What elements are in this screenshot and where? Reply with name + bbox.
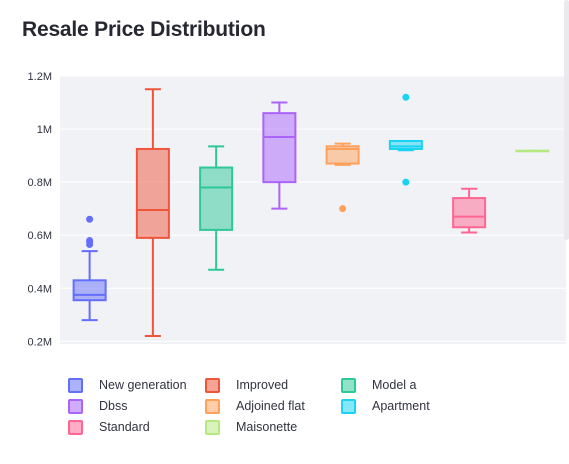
outlier-point[interactable] bbox=[402, 93, 410, 101]
box-series[interactable] bbox=[72, 88, 550, 338]
legend-swatch bbox=[205, 377, 220, 393]
legend-item[interactable]: Improved bbox=[205, 376, 341, 394]
legend-label: Standard bbox=[99, 420, 150, 434]
iqr-box[interactable] bbox=[199, 166, 234, 231]
box-maisonette[interactable] bbox=[515, 149, 550, 153]
legend-item[interactable]: Adjoined flat bbox=[205, 397, 341, 415]
legend-item[interactable]: Dbss bbox=[68, 397, 205, 415]
box-apartment[interactable] bbox=[388, 93, 423, 186]
legend-label: Maisonette bbox=[236, 420, 298, 434]
box-standard[interactable] bbox=[452, 187, 487, 234]
box-adjoined-flat[interactable] bbox=[325, 142, 360, 213]
outlier-point[interactable] bbox=[339, 205, 347, 213]
legend-swatch bbox=[68, 398, 83, 414]
legend-item[interactable]: Apartment bbox=[341, 397, 461, 415]
legend-item[interactable]: New generation bbox=[68, 376, 205, 394]
legend-item[interactable]: Maisonette bbox=[205, 418, 341, 436]
y-tick-label: 0.6M bbox=[28, 230, 52, 242]
legend-label: Apartment bbox=[372, 399, 430, 413]
box-improved[interactable] bbox=[135, 88, 170, 338]
y-tick-label: 0.4M bbox=[28, 283, 52, 295]
iqr-box[interactable] bbox=[72, 279, 107, 302]
iqr-box[interactable] bbox=[262, 112, 297, 184]
legend-item[interactable]: Model a bbox=[341, 376, 461, 394]
y-tick-label: 0.2M bbox=[28, 336, 52, 348]
legend-label: Model a bbox=[372, 378, 417, 392]
legend-label: Improved bbox=[236, 378, 289, 392]
legend-label: Adjoined flat bbox=[236, 399, 305, 413]
y-axis: 0.2M 0.4M 0.6M 0.8M 1M 1.2M bbox=[28, 71, 52, 348]
scrollbar[interactable] bbox=[564, 0, 569, 240]
outlier-point[interactable] bbox=[402, 178, 410, 186]
outlier-point[interactable] bbox=[86, 215, 94, 223]
box-plot[interactable]: 0.2M 0.4M 0.6M 0.8M 1M 1.2M bbox=[0, 60, 569, 350]
iqr-box[interactable] bbox=[452, 197, 487, 229]
legend-label: Dbss bbox=[99, 399, 128, 413]
legend-item[interactable]: Standard bbox=[68, 418, 205, 436]
y-tick-label: 1M bbox=[37, 124, 52, 136]
legend-swatch bbox=[68, 419, 83, 435]
legend[interactable]: New generation Improved Model a Dbss Adjoine… bbox=[68, 376, 461, 436]
legend-swatch bbox=[341, 398, 356, 414]
legend-swatch bbox=[205, 398, 220, 414]
box-model-a[interactable] bbox=[199, 145, 234, 271]
legend-swatch bbox=[68, 377, 83, 393]
legend-swatch bbox=[205, 419, 220, 435]
legend-swatch bbox=[341, 377, 356, 393]
box-new-generation[interactable] bbox=[72, 215, 107, 322]
box-dbss[interactable] bbox=[262, 101, 297, 210]
legend-label: New generation bbox=[99, 378, 187, 392]
iqr-box[interactable] bbox=[135, 147, 170, 239]
iqr-box[interactable] bbox=[325, 145, 360, 165]
iqr-box[interactable] bbox=[388, 140, 423, 150]
y-tick-label: 1.2M bbox=[28, 71, 52, 83]
y-tick-label: 0.8M bbox=[28, 177, 52, 189]
outlier-point[interactable] bbox=[86, 237, 94, 245]
chart-title: Resale Price Distribution bbox=[22, 18, 266, 41]
